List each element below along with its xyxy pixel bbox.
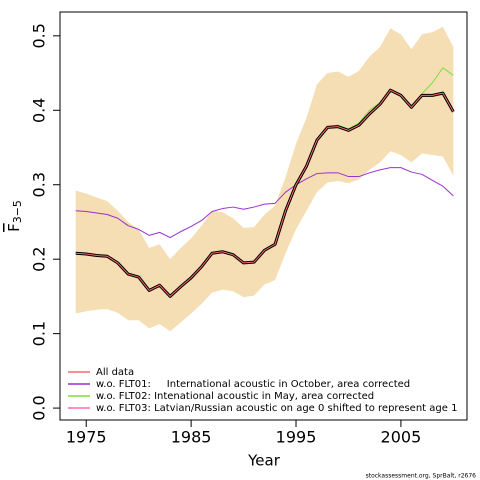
- x-axis-title: Year: [247, 452, 281, 470]
- series-line: [75, 89, 454, 297]
- y-tick-label: 0.5: [30, 23, 49, 48]
- y-tick-label: 0.3: [30, 172, 49, 197]
- x-tick-label: 1985: [171, 428, 212, 447]
- legend-label: w.o. FLT01: International acoustic in Oc…: [96, 379, 410, 390]
- x-tick-label: 1975: [66, 428, 107, 447]
- legend-label: w.o. FLT03: Latvian/Russian acoustic on …: [96, 403, 457, 414]
- y-axis-title: F3−5: [5, 200, 25, 232]
- y-tick-label: 0.4: [30, 98, 49, 123]
- y-tick-label: 0.1: [30, 321, 49, 346]
- legend-label: All data: [96, 367, 134, 378]
- y-tick-label: 0.2: [30, 246, 49, 271]
- confidence-band: [75, 26, 454, 332]
- y-axis-title-main: F: [5, 223, 23, 232]
- x-tick-label: 1995: [276, 428, 317, 447]
- y-axis-title-sub: 3−5: [11, 200, 24, 223]
- plot-frame: [59, 11, 468, 421]
- legend-label: w.o. FLT02: Intenational acoustic in May…: [96, 391, 374, 402]
- y-tick-label: 0.0: [30, 395, 49, 420]
- x-tick-label: 2005: [381, 428, 422, 447]
- footnote: stockassessment.org, SprBalt, r2676: [366, 473, 477, 480]
- series-line: [75, 167, 454, 239]
